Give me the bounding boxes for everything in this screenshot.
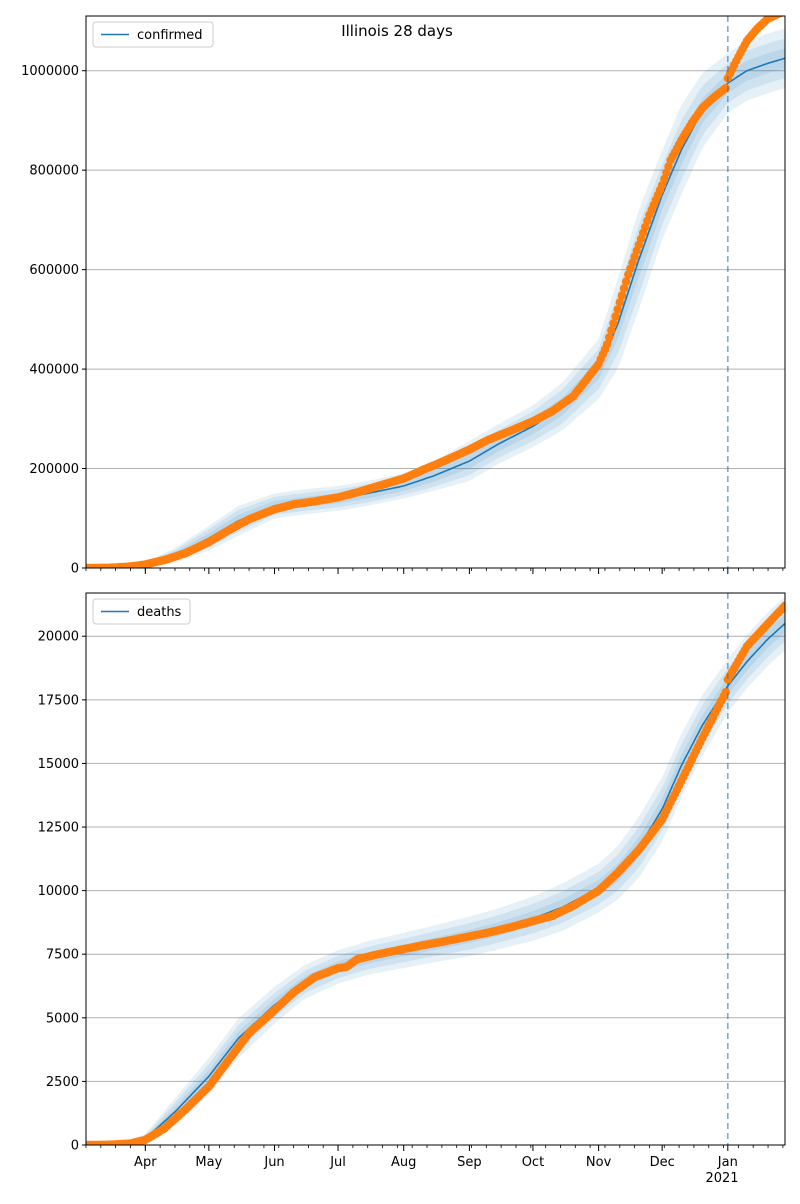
legend-box: [92, 21, 214, 48]
observed-point: [621, 277, 631, 286]
legend: deaths: [92, 598, 191, 625]
y-tick-label: 0: [71, 562, 79, 577]
y-tick-label: 12500: [38, 821, 79, 836]
deaths-panel: 0 2500 5000 7500 10000 12500 15000 17500 20000 Ap…: [38, 592, 786, 1170]
y-tick-label: 7500: [46, 948, 79, 963]
y-tick-label: 1000000: [21, 64, 79, 79]
legend-box: [92, 598, 191, 625]
y-tick-label: 800000: [29, 164, 79, 179]
x-tick-label: Oct: [522, 1155, 544, 1170]
y-tick-label: 0: [71, 1139, 79, 1154]
x-tick-label: Sep: [457, 1155, 482, 1170]
x-tick-label: Nov: [586, 1155, 612, 1170]
legend-label: confirmed: [137, 28, 203, 43]
legend: confirmed: [92, 21, 214, 48]
observed-point: [609, 319, 618, 328]
plot-area: [86, 16, 785, 568]
y-tick-label: 400000: [29, 363, 79, 378]
x-tick-label: Jun: [263, 1155, 284, 1170]
plot-area: [86, 596, 785, 1145]
legend-label: deaths: [137, 605, 182, 620]
x-tick-label: Dec: [650, 1155, 675, 1170]
observed-point: [611, 312, 620, 321]
observed-point: [613, 305, 622, 314]
uncertainty-band-1: [86, 614, 785, 1145]
y-tick-label: 20000: [38, 630, 79, 645]
axes-frame: [85, 592, 786, 1146]
observed-point: [721, 688, 730, 697]
uncertainty-band-3: [86, 28, 785, 568]
observed-point: [602, 340, 612, 349]
observed-point: [619, 284, 629, 293]
uncertainty-band-2: [86, 605, 785, 1145]
y-tick-label: 200000: [29, 462, 79, 477]
confirmed-panel: 0 200000 400000 600000 800000 1000000 confirme…: [21, 15, 786, 577]
observed-point: [721, 83, 730, 93]
y-tick-label: 2500: [46, 1075, 79, 1090]
observed-point: [615, 298, 624, 307]
observed-point: [617, 291, 627, 300]
axes-frame: [85, 15, 786, 569]
figure-title: Illinois 28 days: [341, 22, 453, 40]
observed-point: [780, 601, 785, 610]
uncertainty-band-3: [86, 596, 785, 1145]
x-tick-label: Apr: [134, 1155, 157, 1170]
y-tick-label: 5000: [46, 1011, 79, 1026]
x-tick-label: Jul: [329, 1155, 346, 1170]
y-tick-label: 17500: [38, 693, 79, 708]
observed-point: [605, 333, 614, 342]
x-year-label: 2021: [705, 1171, 738, 1186]
y-tick-label: 10000: [38, 884, 79, 899]
y-tick-label: 600000: [29, 263, 79, 278]
y-tick-label: 15000: [38, 757, 79, 772]
observed-point: [607, 326, 616, 335]
x-tick-label: May: [195, 1155, 222, 1170]
x-tick-label: Jan: [717, 1155, 738, 1170]
x-tick-label: Aug: [391, 1155, 416, 1170]
